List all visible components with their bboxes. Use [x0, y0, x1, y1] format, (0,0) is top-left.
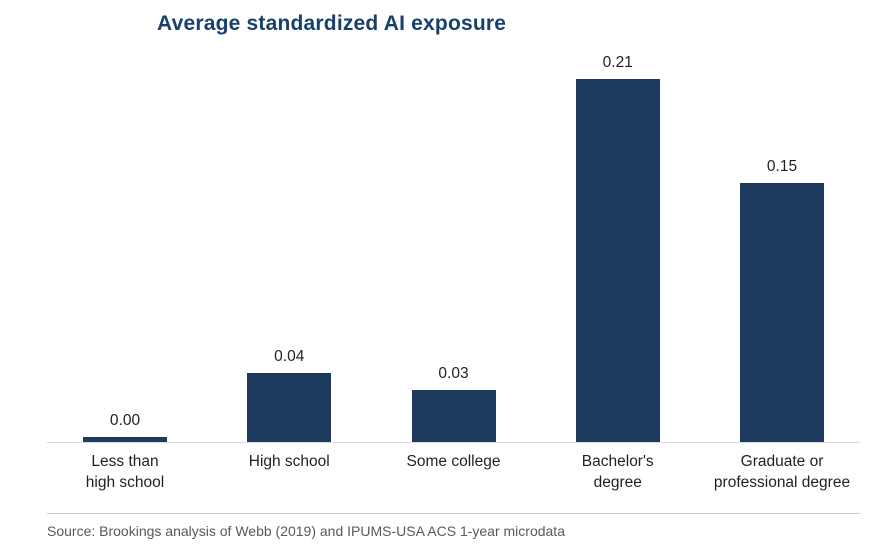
bar-group: 0.03: [376, 365, 532, 442]
plot-area: 0.00 0.04 0.03 0.21 0.15: [47, 54, 860, 443]
bar-value-label: 0.03: [438, 365, 469, 382]
bar: [740, 183, 824, 442]
source-block: Source: Brookings analysis of Webb (2019…: [47, 513, 860, 539]
source-text: Source: Brookings analysis of Webb (2019…: [47, 523, 565, 539]
bar: [247, 373, 332, 442]
bar: [83, 437, 167, 442]
x-axis-category-labels: Less than high school High school Some col…: [47, 452, 860, 494]
bar-value-label: 0.21: [602, 54, 633, 71]
x-axis-category-label: Graduate or professional degree: [713, 453, 851, 491]
bar-value-label: 0.00: [109, 412, 141, 429]
x-axis-category-label: High school: [248, 453, 330, 470]
bar-group: 0.15: [704, 158, 860, 442]
bar-value-label: 0.15: [766, 158, 798, 175]
bar-group: 0.21: [540, 54, 696, 442]
x-axis-category-label: Some college: [406, 453, 501, 470]
bar: [575, 79, 660, 442]
bar: [411, 390, 496, 442]
bar-group: 0.04: [211, 348, 367, 442]
x-axis-category-label: Less than high school: [85, 453, 165, 491]
bar-group: 0.00: [47, 412, 203, 442]
bar-value-label: 0.04: [274, 348, 305, 365]
x-axis-category-label: Bachelor's degree: [581, 453, 654, 491]
chart-title: Average standardized AI exposure: [157, 12, 507, 35]
source-divider: [47, 513, 860, 514]
